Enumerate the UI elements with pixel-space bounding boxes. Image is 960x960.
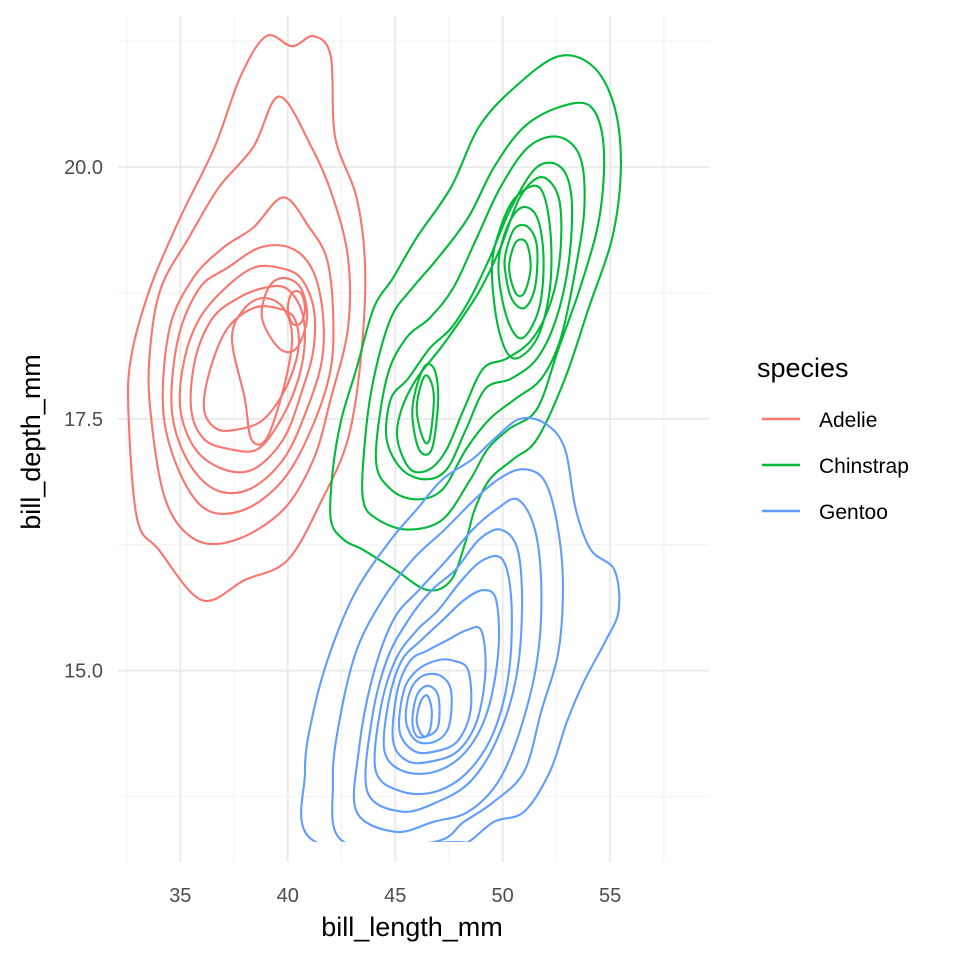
contour-group-adelie — [126, 34, 367, 603]
contour-line-chinstrap — [415, 374, 435, 445]
contour-line-chinstrap — [374, 135, 586, 501]
contour-line-gentoo — [300, 416, 621, 842]
legend-label-gentoo: Gentoo — [819, 501, 888, 524]
contour-group-gentoo — [300, 416, 621, 842]
contour-line-chinstrap — [411, 363, 440, 456]
contour-line-adelie — [189, 284, 307, 453]
contour-line-gentoo — [382, 589, 501, 775]
contour-line-chinstrap — [503, 223, 539, 310]
legend: species Adelie Chinstrap Gentoo — [757, 353, 909, 524]
legend-label-adelie: Adelie — [819, 409, 877, 432]
contour-line-chinstrap — [361, 101, 606, 531]
x-tick-label: 45 — [384, 885, 406, 907]
contour-layer — [126, 34, 622, 842]
contour-line-gentoo — [411, 684, 441, 739]
y-axis-title: bill_depth_mm — [16, 354, 46, 530]
contour-line-chinstrap — [384, 161, 574, 481]
contour-line-gentoo — [391, 625, 487, 765]
contour-line-chinstrap — [395, 176, 563, 474]
contour-line-chinstrap — [508, 238, 532, 298]
legend-title: species — [757, 353, 849, 383]
y-tick-label: 20.0 — [64, 157, 103, 179]
contour-line-chinstrap — [329, 54, 622, 592]
contour-line-gentoo — [352, 497, 543, 834]
contour-line-adelie — [170, 244, 325, 495]
x-tick-label: 40 — [277, 885, 299, 907]
x-tick-label: 50 — [492, 885, 514, 907]
contour-line-gentoo — [415, 694, 433, 738]
contour-line-adelie — [126, 34, 367, 603]
contour-line-adelie — [286, 290, 307, 327]
x-tick-label: 55 — [599, 885, 621, 907]
contour-line-chinstrap — [497, 205, 545, 340]
legend-items: Adelie Chinstrap Gentoo — [762, 409, 909, 524]
contour-line-adelie — [202, 305, 301, 432]
contour-line-gentoo — [404, 672, 453, 745]
y-tick-label: 15.0 — [64, 661, 103, 683]
x-axis-title: bill_length_mm — [321, 912, 503, 942]
contour-line-adelie — [147, 95, 352, 546]
y-axis-ticks: 15.0 17.5 20.0 — [64, 157, 103, 683]
x-axis-ticks: 35 40 45 50 55 — [169, 885, 621, 907]
contour-line-gentoo — [331, 468, 564, 842]
contour-line-chinstrap — [490, 184, 553, 360]
contour-line-adelie — [161, 196, 335, 515]
y-tick-label: 17.5 — [64, 409, 103, 431]
contour-line-gentoo — [397, 658, 473, 755]
contour-line-adelie — [260, 276, 309, 354]
contour-line-adelie — [230, 296, 294, 446]
contour-group-chinstrap — [329, 54, 622, 592]
contour-line-gentoo — [373, 554, 513, 796]
legend-label-chinstrap: Chinstrap — [819, 455, 909, 478]
contour-line-gentoo — [364, 528, 524, 813]
contour-line-adelie — [178, 264, 317, 474]
x-tick-label: 35 — [169, 885, 191, 907]
